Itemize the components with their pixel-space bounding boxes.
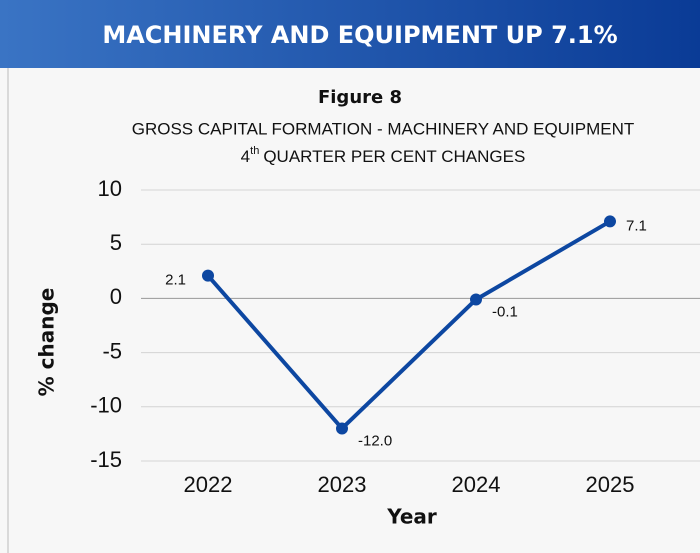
data-line: [206, 219, 612, 431]
x-tick-label: 2024: [452, 472, 501, 497]
subtitle-text: QUARTER PER CENT CHANGES: [263, 147, 525, 166]
data-label: -12.0: [358, 432, 392, 449]
header-banner: [0, 0, 700, 68]
subtitle-suffix: th: [250, 145, 259, 157]
figure-label: Figure 8: [318, 87, 402, 108]
data-point: [202, 269, 214, 282]
data-point: [336, 422, 348, 435]
data-label: 7.1: [626, 217, 647, 234]
y-tick-label: -10: [90, 393, 122, 418]
y-tick-label: -15: [90, 447, 122, 472]
data-point: [604, 215, 616, 228]
y-tick-label: 0: [110, 284, 122, 309]
subtitle-number: 4: [241, 147, 250, 166]
chart-title: GROSS CAPITAL FORMATION - MACHINERY AND …: [132, 119, 635, 138]
chart-subtitle: 4th QUARTER PER CENT CHANGES: [241, 145, 526, 167]
data-label: -0.1: [492, 303, 518, 320]
y-tick-label: -5: [102, 338, 122, 363]
x-tick-label: 2022: [184, 472, 233, 497]
header-title: MACHINERY AND EQUIPMENT UP 7.1%: [102, 21, 617, 49]
x-axis-title: Year: [386, 505, 437, 529]
x-tick-label: 2023: [318, 472, 367, 497]
y-axis-title: % change: [35, 288, 59, 397]
x-tick-label: 2025: [586, 472, 635, 497]
y-tick-label: 5: [110, 230, 122, 255]
data-point: [470, 293, 482, 306]
y-tick-label: 10: [98, 176, 122, 201]
data-label: 2.1: [165, 272, 186, 289]
